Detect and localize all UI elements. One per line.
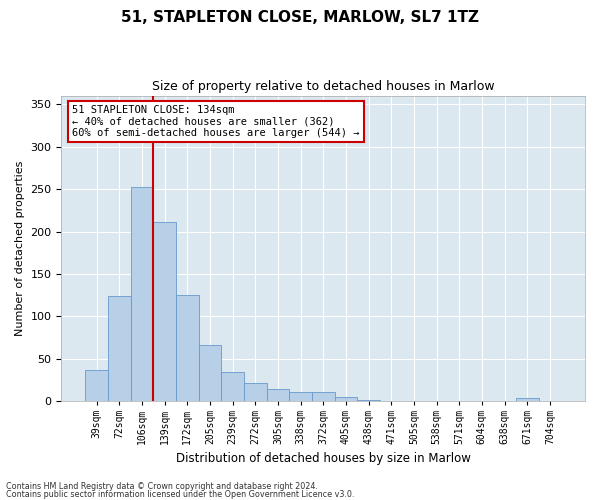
Bar bbox=[85, 370, 108, 402]
Bar bbox=[153, 222, 176, 402]
Text: Contains HM Land Registry data © Crown copyright and database right 2024.: Contains HM Land Registry data © Crown c… bbox=[6, 482, 318, 491]
Bar bbox=[244, 383, 266, 402]
Bar bbox=[312, 392, 335, 402]
Bar bbox=[221, 372, 244, 402]
Bar bbox=[357, 400, 380, 402]
Bar bbox=[289, 392, 312, 402]
Bar bbox=[108, 296, 131, 402]
Bar bbox=[131, 188, 153, 402]
Text: 51 STAPLETON CLOSE: 134sqm
← 40% of detached houses are smaller (362)
60% of sem: 51 STAPLETON CLOSE: 134sqm ← 40% of deta… bbox=[72, 104, 359, 138]
Bar bbox=[335, 397, 357, 402]
Bar bbox=[199, 346, 221, 402]
X-axis label: Distribution of detached houses by size in Marlow: Distribution of detached houses by size … bbox=[176, 452, 470, 465]
Bar bbox=[176, 296, 199, 402]
Bar bbox=[266, 388, 289, 402]
Text: 51, STAPLETON CLOSE, MARLOW, SL7 1TZ: 51, STAPLETON CLOSE, MARLOW, SL7 1TZ bbox=[121, 10, 479, 25]
Bar bbox=[516, 398, 539, 402]
Text: Contains public sector information licensed under the Open Government Licence v3: Contains public sector information licen… bbox=[6, 490, 355, 499]
Bar bbox=[380, 400, 403, 402]
Title: Size of property relative to detached houses in Marlow: Size of property relative to detached ho… bbox=[152, 80, 494, 93]
Y-axis label: Number of detached properties: Number of detached properties bbox=[15, 161, 25, 336]
